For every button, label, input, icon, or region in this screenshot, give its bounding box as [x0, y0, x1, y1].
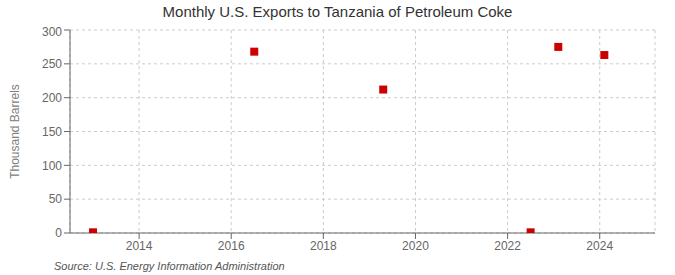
svg-text:300: 300	[42, 25, 62, 39]
svg-text:100: 100	[42, 159, 62, 173]
html-text:Monthly U.S. Exports to Tanzan: Monthly U.S. Exports to Tanzania of Petr…	[162, 3, 513, 20]
svg-text:200: 200	[42, 91, 62, 105]
svg-text:Thousand Barrels: Thousand Barrels	[8, 84, 22, 179]
svg-text:0: 0	[55, 226, 62, 240]
html-text:Source: U.S. Energy Informatio: Source: U.S. Energy Information Administ…	[54, 260, 285, 272]
svg-text:50: 50	[49, 192, 63, 206]
svg-text:250: 250	[42, 57, 62, 71]
svg-text:2018: 2018	[310, 239, 337, 253]
svg-text:2020: 2020	[402, 239, 429, 253]
svg-text:2014: 2014	[126, 239, 153, 253]
svg-text:2022: 2022	[494, 239, 521, 253]
svg-text:150: 150	[42, 125, 62, 139]
svg-text:2016: 2016	[218, 239, 245, 253]
svg-text:2024: 2024	[586, 239, 613, 253]
